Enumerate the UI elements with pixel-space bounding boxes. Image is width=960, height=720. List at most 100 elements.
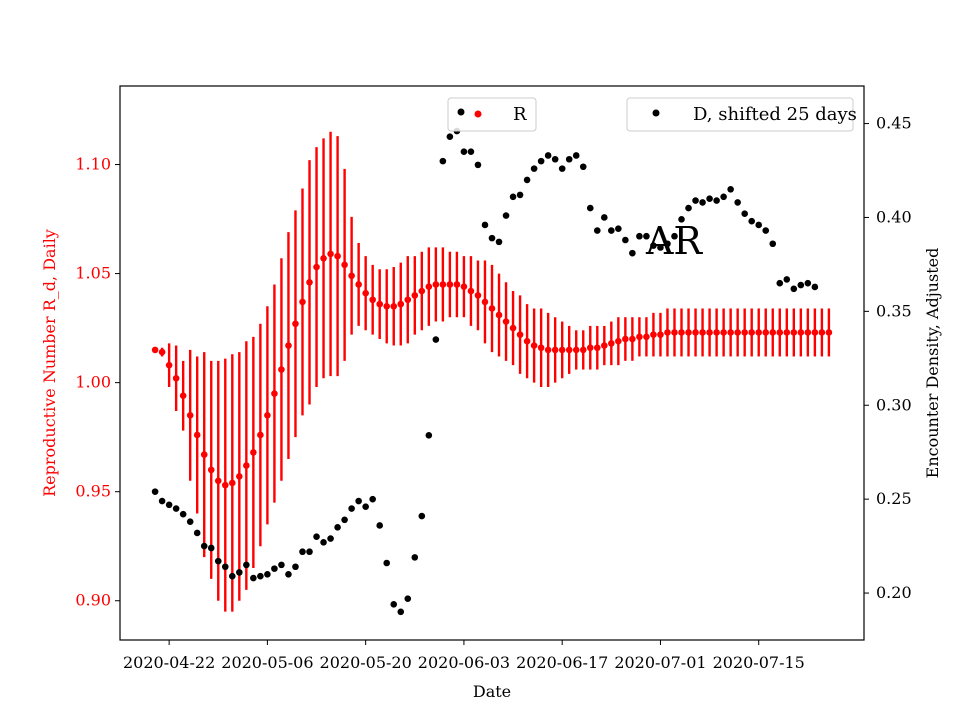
right-y-tick-label: 0.20: [876, 583, 912, 602]
d-point: [657, 244, 664, 251]
left-y-tick-label: 1.05: [75, 264, 111, 283]
r-point: [748, 329, 755, 336]
d-point: [446, 133, 454, 141]
r-point: [214, 477, 222, 485]
d-point: [313, 533, 320, 541]
r-point: [397, 300, 405, 308]
d-point: [671, 232, 678, 240]
d-point: [622, 236, 629, 244]
r-point: [411, 292, 419, 299]
d-point: [720, 193, 727, 201]
r-point: [593, 344, 601, 352]
d-point: [278, 561, 285, 569]
r-point: [439, 281, 447, 288]
r-point: [755, 329, 763, 336]
d-point: [509, 193, 517, 201]
annotation-text: AR: [645, 219, 703, 263]
r-point: [425, 283, 433, 290]
d-point: [271, 565, 278, 572]
d-point: [650, 242, 657, 249]
r-point: [825, 329, 833, 336]
right-y-tick-label: 0.30: [876, 395, 912, 414]
r-point: [172, 374, 180, 382]
r-point: [615, 337, 622, 345]
x-tick-label: 2020-05-06: [221, 653, 313, 672]
r-point: [657, 331, 664, 338]
r-point: [811, 329, 819, 336]
d-point: [172, 505, 180, 512]
r-point: [734, 329, 741, 336]
d-point: [376, 522, 383, 529]
x-tick-label: 2020-04-22: [123, 653, 215, 672]
d-point: [250, 574, 257, 582]
d-point: [502, 212, 510, 219]
d-point: [776, 279, 784, 287]
x-axis-ticks: 2020-04-22 2020-05-06 2020-05-20 2020-06-03…: [123, 640, 805, 672]
right-y-axis-ticks: 0.20 0.25 0.30 0.35 0.40 0.45: [864, 114, 912, 602]
d-point: [474, 161, 482, 169]
r-point: [271, 390, 278, 397]
d-point: [481, 221, 489, 229]
d-series-points: [151, 127, 819, 616]
x-tick-label: 2020-05-20: [320, 653, 412, 672]
r-point: [320, 255, 327, 262]
d-point: [229, 572, 236, 580]
r-point: [165, 361, 173, 369]
x-tick-label: 2020-06-17: [516, 653, 608, 672]
r-point: [565, 346, 573, 354]
r-point: [348, 272, 355, 280]
left-y-axis-label: Reproductive Number R_d, Daily: [40, 229, 59, 497]
r-point: [292, 320, 299, 328]
r-point: [327, 250, 334, 258]
d-point: [692, 197, 699, 204]
r-point: [467, 287, 475, 295]
r-point: [713, 329, 720, 336]
d-point: [748, 217, 755, 225]
d-point: [601, 214, 608, 221]
r-point: [453, 281, 461, 288]
d-point: [264, 570, 271, 578]
d-point: [299, 548, 306, 556]
d-point: [762, 227, 770, 234]
plot-frame: [119, 85, 865, 641]
legend-d: D, shifted 25 days: [626, 97, 857, 132]
d-point: [797, 281, 805, 289]
left-y-tick-label: 1.10: [75, 155, 111, 174]
right-y-tick-label: 0.40: [876, 207, 912, 226]
legend-d-marker: [652, 109, 660, 117]
r-point: [685, 329, 692, 336]
d-point: [769, 240, 777, 248]
r-point: [783, 329, 791, 336]
r-point: [664, 329, 671, 336]
d-point: [467, 148, 475, 156]
r-point: [586, 344, 594, 352]
r-point: [502, 318, 510, 325]
r-point: [250, 449, 257, 456]
d-point: [460, 148, 468, 156]
r-point: [446, 281, 454, 288]
d-point: [544, 152, 552, 159]
r-point: [390, 302, 398, 310]
right-y-axis-label: Encounter Density, Adjusted: [923, 248, 942, 479]
legend-r-marker-red: [474, 110, 482, 118]
r-point: [558, 346, 566, 354]
left-y-tick-label: 0.90: [75, 591, 111, 610]
d-point: [292, 563, 299, 571]
d-point: [608, 227, 615, 234]
r-point: [601, 342, 608, 349]
d-point: [643, 232, 650, 240]
r-point: [481, 298, 489, 306]
r-point: [207, 466, 215, 474]
d-point: [579, 163, 587, 171]
r-point: [720, 329, 727, 336]
d-point: [207, 544, 215, 552]
r-point: [692, 329, 699, 336]
d-point: [320, 539, 327, 546]
d-point: [327, 535, 334, 542]
d-point: [629, 249, 636, 257]
r-point: [257, 431, 264, 439]
d-point: [362, 503, 369, 510]
d-point: [678, 216, 685, 223]
d-point: [165, 501, 173, 509]
